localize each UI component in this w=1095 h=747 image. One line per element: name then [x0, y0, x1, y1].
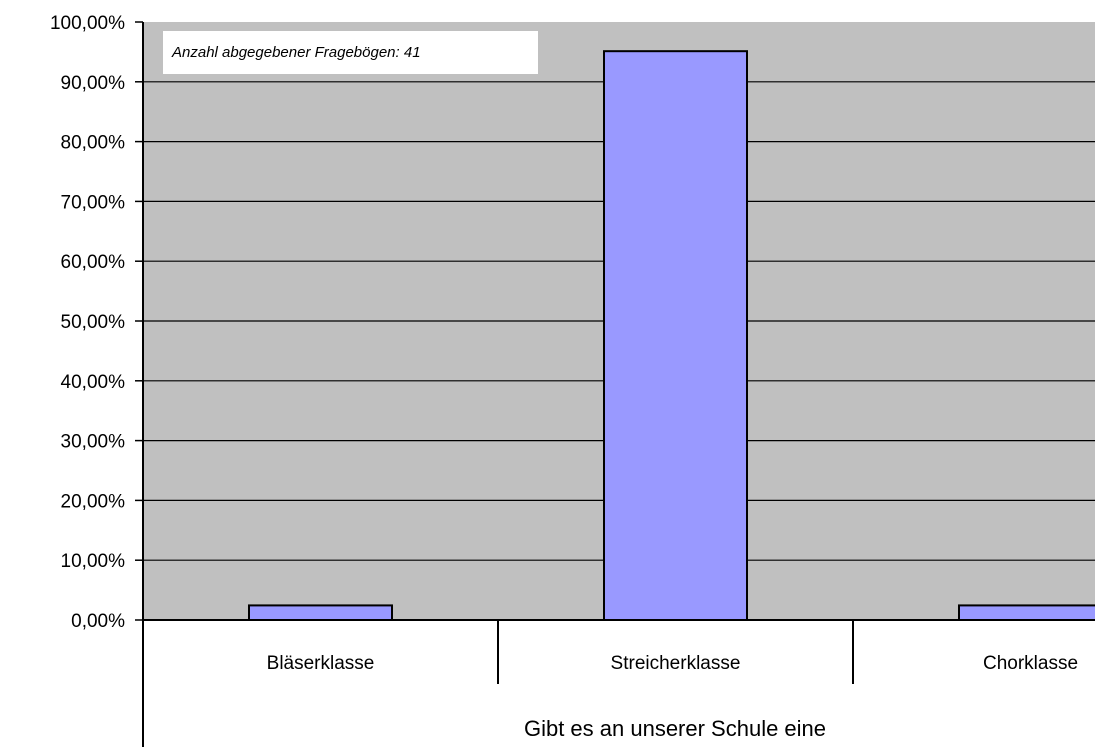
y-tick-label: 30,00%: [61, 432, 126, 453]
bar-streicherklasse: [603, 50, 748, 622]
y-tick-label: 70,00%: [61, 192, 126, 213]
x-tick-labels: Bläserklasse Streicherklasse Chorklasse: [267, 620, 1078, 684]
x-tick-label: Chorklasse: [983, 653, 1078, 674]
y-tick-label: 0,00%: [71, 611, 125, 632]
x-tick-label: Streicherklasse: [611, 653, 741, 674]
bar-chorklasse: [958, 604, 1095, 622]
y-tick-label: 20,00%: [61, 491, 126, 512]
axes: [142, 22, 1095, 747]
y-tick-label: 100,00%: [50, 13, 125, 34]
bar-bläserklasse: [248, 604, 393, 622]
annotation-text: Anzahl abgegebener Fragebögen: 41: [171, 44, 421, 61]
bars: [248, 50, 1095, 622]
annotation-background: [163, 31, 538, 74]
annotation-box: Anzahl abgegebener Fragebögen: 41: [163, 31, 538, 74]
x-tick-label: Bläserklasse: [267, 653, 375, 674]
y-tick-label: 10,00%: [61, 551, 126, 572]
y-tick-labels: 0,00% 10,00% 20,00% 30,00% 40,00% 50,00% 60,00…: [50, 13, 143, 632]
y-tick-label: 90,00%: [61, 73, 126, 94]
y-tick-label: 60,00%: [61, 252, 126, 273]
y-tick-label: 80,00%: [61, 133, 126, 154]
y-tick-label: 50,00%: [61, 312, 126, 333]
y-tick-label: 40,00%: [61, 372, 126, 393]
x-axis-label: Gibt es an unserer Schule eine: [524, 716, 826, 741]
